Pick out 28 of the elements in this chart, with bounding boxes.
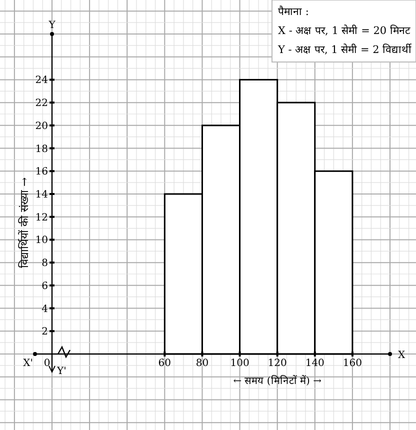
y-tick-label: 14 (35, 190, 48, 200)
text: Y (48, 20, 56, 31)
y-axis-title: विद्यार्थियों की संख्या → (18, 177, 31, 268)
y-tick-label: 6 (42, 280, 48, 292)
y-tick-label: 2 (42, 326, 48, 338)
y-tick-label: 10 (35, 235, 48, 246)
scale-note: पैमाना : X - अक्ष पर, 1 सेमी = 20 मिनट Y - अक्ष पर, 1 सेमी = 2 विद्यार्थी (272, 0, 416, 62)
x-axis-title: ← समय (मिनिटों में) → (233, 375, 322, 387)
x-tick-label: 60 (158, 358, 172, 369)
text: Y' (56, 366, 66, 377)
x-tick-label: 160 (342, 358, 362, 369)
x-tick-label: 0 (44, 358, 50, 369)
y-tick-label: 4 (42, 304, 48, 315)
y-tick-label: 16 (35, 166, 48, 178)
y-tick-label: 20 (35, 120, 48, 132)
y-tick-label: 8 (42, 258, 48, 270)
annotation: X - अक्ष पर, 1 सेमी = 20 मिनट (278, 24, 411, 37)
x-tick-label: 100 (230, 358, 250, 369)
x-tick-label: 80 (196, 358, 209, 369)
annotation: Y - अक्ष पर, 1 सेमी = 2 विद्यार्थी (277, 43, 413, 56)
x-tick-label: 120 (268, 358, 287, 369)
y-tick-label: 18 (35, 144, 48, 155)
y-tick-label: 12 (35, 212, 48, 224)
y-tick-label: 24 (35, 75, 48, 86)
y-tick-label: 22 (35, 98, 48, 110)
text: X' (23, 358, 33, 369)
text: X (398, 350, 406, 361)
x-tick-label: 140 (305, 358, 324, 369)
